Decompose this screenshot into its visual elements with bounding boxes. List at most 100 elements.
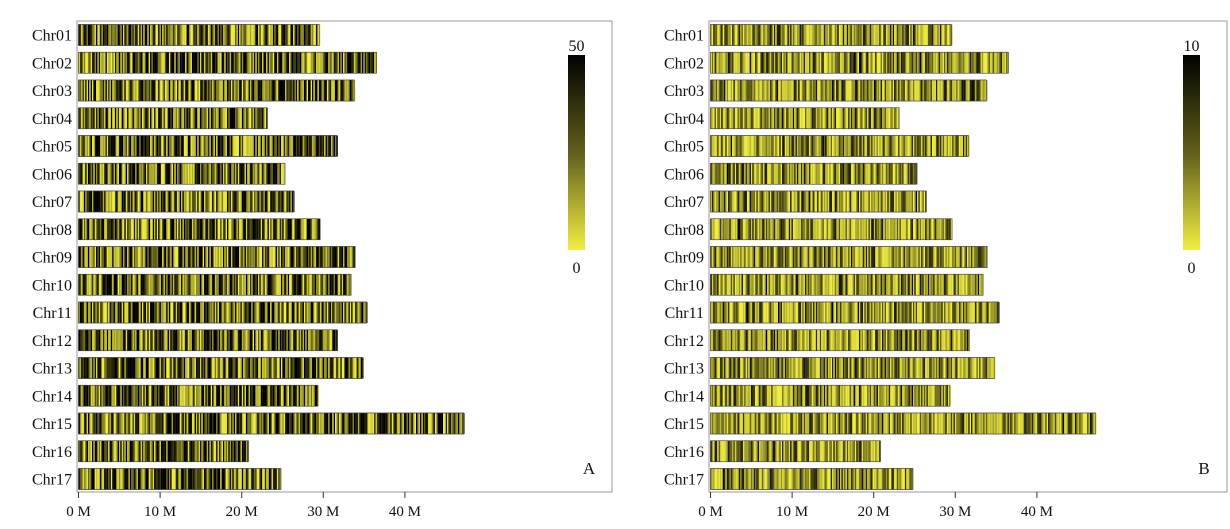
density-stripe <box>252 385 255 407</box>
density-stripe <box>187 191 190 212</box>
density-stripe <box>792 246 795 268</box>
density-stripe <box>845 24 847 46</box>
density-stripe <box>185 107 187 129</box>
density-stripe <box>225 274 228 296</box>
density-stripe <box>239 107 241 129</box>
density-stripe <box>819 80 822 101</box>
density-stripe <box>121 413 124 434</box>
density-stripe <box>913 191 915 212</box>
density-stripe <box>399 413 402 434</box>
density-stripe <box>859 52 861 74</box>
density-stripe <box>135 80 137 101</box>
density-stripe <box>260 357 263 379</box>
density-stripe <box>729 135 731 157</box>
density-stripe <box>877 52 880 74</box>
density-stripe <box>312 52 314 74</box>
density-stripe <box>290 80 292 101</box>
density-stripe <box>312 329 314 351</box>
density-stripe <box>900 52 903 74</box>
density-stripe <box>195 80 198 101</box>
density-stripe <box>256 246 259 268</box>
density-stripe <box>748 24 750 46</box>
density-stripe <box>248 357 251 379</box>
density-stripe <box>763 135 765 157</box>
density-stripe <box>853 24 856 46</box>
density-stripe <box>738 52 741 74</box>
density-stripe <box>186 357 188 379</box>
density-stripe <box>268 329 271 351</box>
density-stripe <box>359 413 361 434</box>
density-stripe <box>856 24 858 46</box>
density-stripe <box>877 246 880 268</box>
density-stripe <box>79 24 82 46</box>
density-stripe <box>352 52 355 74</box>
density-stripe <box>258 218 260 240</box>
density-stripe <box>830 218 833 240</box>
density-stripe <box>119 191 121 212</box>
density-stripe <box>860 218 862 240</box>
density-stripe <box>120 52 122 74</box>
density-stripe <box>744 274 746 296</box>
density-stripe <box>124 218 126 240</box>
density-stripe <box>237 191 240 212</box>
density-stripe <box>181 246 183 268</box>
density-stripe <box>159 440 161 462</box>
density-stripe <box>722 218 725 240</box>
density-stripe <box>82 163 85 185</box>
density-stripe <box>174 135 176 157</box>
density-stripe <box>151 385 153 407</box>
density-stripe <box>884 52 887 74</box>
density-stripe <box>220 191 222 212</box>
density-stripe <box>156 191 159 212</box>
density-stripe <box>231 246 233 268</box>
density-stripe <box>224 357 226 379</box>
density-stripe <box>105 246 107 268</box>
density-stripe <box>263 274 265 296</box>
density-stripe <box>104 413 106 434</box>
density-stripe <box>123 468 125 490</box>
density-stripe <box>272 468 275 490</box>
density-stripe <box>308 218 310 240</box>
density-stripe <box>194 385 197 407</box>
density-stripe <box>726 80 729 101</box>
density-stripe <box>259 107 261 129</box>
density-stripe <box>228 385 230 407</box>
density-stripe <box>224 302 226 323</box>
density-stripe <box>303 246 306 268</box>
density-stripe <box>245 80 248 101</box>
density-stripe <box>182 357 184 379</box>
density-stripe <box>903 191 906 212</box>
density-stripe <box>349 246 352 268</box>
density-stripe <box>124 80 126 101</box>
x-tick-label: 10 M <box>144 504 176 520</box>
density-stripe <box>204 413 206 434</box>
density-stripe <box>761 163 764 185</box>
density-stripe <box>249 246 252 268</box>
density-stripe <box>237 52 240 74</box>
chromosome-bar-outline <box>78 190 295 213</box>
density-stripe <box>128 191 130 212</box>
density-stripe <box>254 385 256 407</box>
density-stripe <box>772 163 775 185</box>
density-stripe <box>729 274 731 296</box>
density-stripe <box>343 302 345 323</box>
density-stripe <box>156 357 159 379</box>
density-stripe <box>198 191 201 212</box>
density-stripe <box>201 413 203 434</box>
density-stripe <box>841 135 843 157</box>
density-stripe <box>813 218 815 240</box>
density-stripe <box>908 135 911 157</box>
density-stripe <box>865 107 868 129</box>
density-stripe <box>287 413 290 434</box>
density-stripe <box>82 135 85 157</box>
density-stripe <box>811 24 814 46</box>
density-stripe <box>106 80 109 101</box>
density-stripe <box>796 24 799 46</box>
density-stripe <box>745 163 748 185</box>
density-stripe <box>248 468 251 490</box>
density-stripe <box>164 246 167 268</box>
density-stripe <box>838 218 841 240</box>
density-stripe <box>233 218 236 240</box>
density-stripe <box>301 52 303 74</box>
density-stripe <box>92 218 94 240</box>
